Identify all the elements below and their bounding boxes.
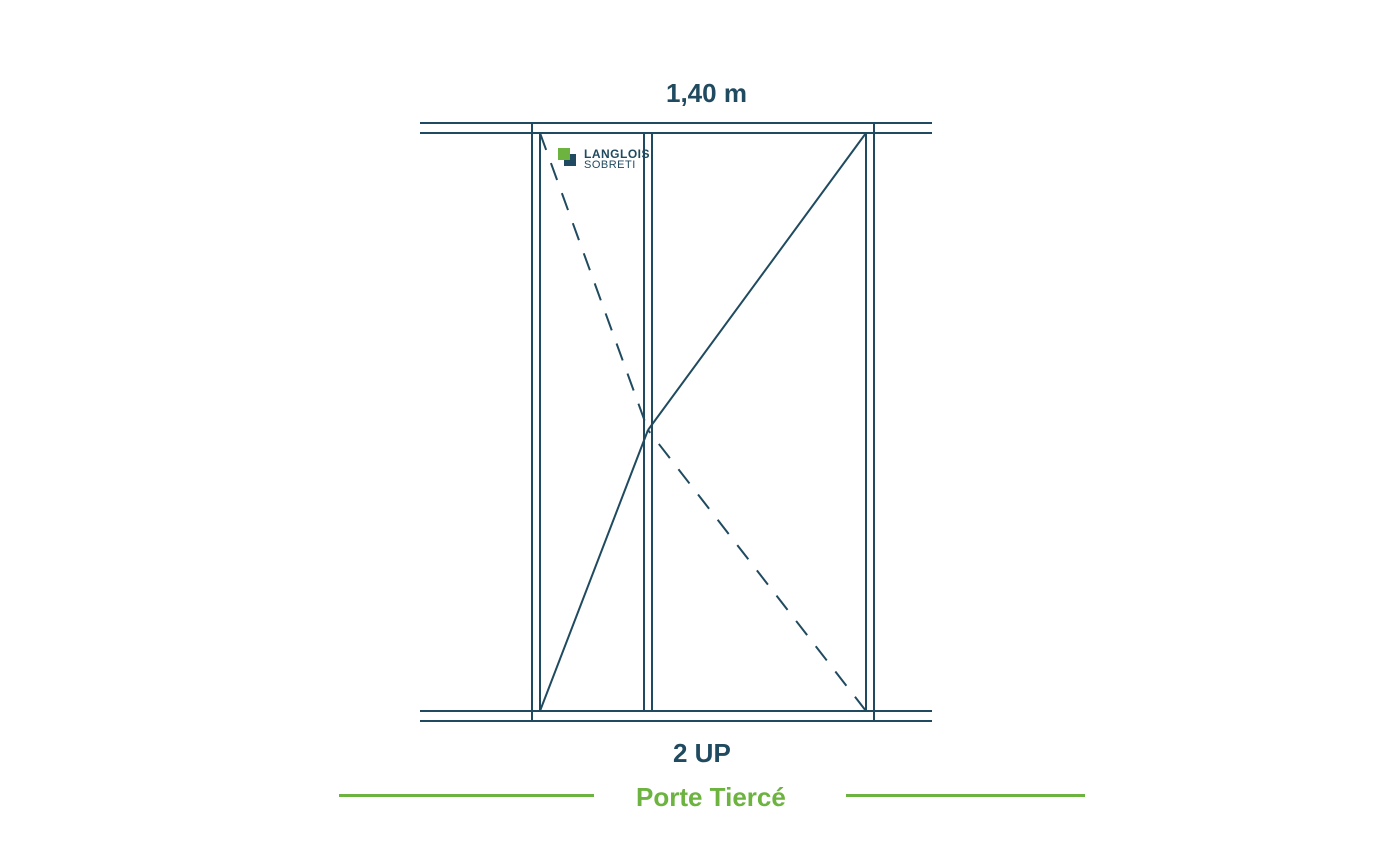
door-elevation-svg xyxy=(0,0,1384,843)
diagram-canvas: 1,40 m LANGLOIS SOBRETI 2 UP Porte Tierc… xyxy=(0,0,1384,843)
rule-right xyxy=(846,794,1085,797)
rule-left xyxy=(339,794,594,797)
subtitle-text: Porte Tiercé xyxy=(636,782,786,813)
logo-icon xyxy=(556,146,578,173)
dimension-label: 1,40 m xyxy=(666,78,747,109)
logo-text-bot: SOBRETI xyxy=(584,160,650,171)
up-label: 2 UP xyxy=(673,738,731,769)
logo-text: LANGLOIS SOBRETI xyxy=(584,148,650,171)
brand-logo: LANGLOIS SOBRETI xyxy=(556,146,650,173)
